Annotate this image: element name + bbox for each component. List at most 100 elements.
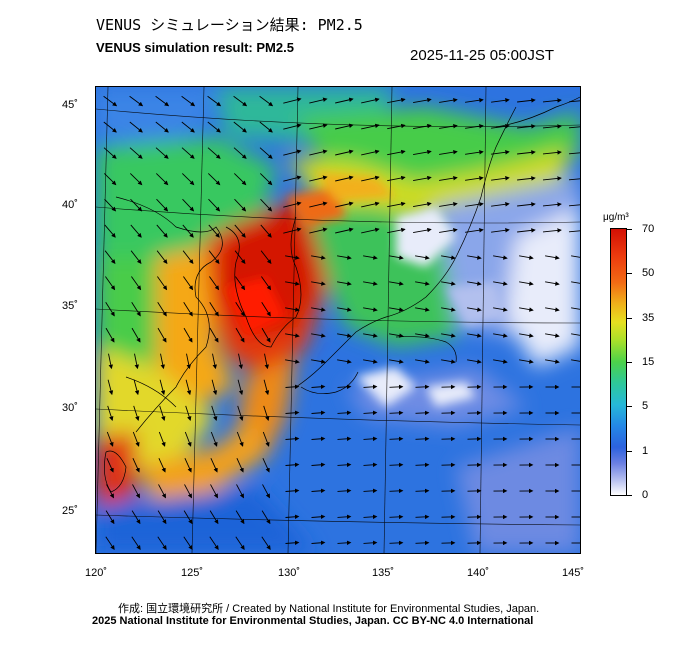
wind-arrow [233, 121, 247, 133]
wind-arrow [283, 175, 302, 182]
wind-arrow [439, 175, 458, 181]
wind-arrow [363, 359, 378, 364]
wind-arrow [491, 228, 510, 233]
wind-arrow [493, 255, 508, 260]
colorbar-label-70: 70 [642, 223, 655, 235]
wind-arrow [387, 175, 406, 182]
wind-arrow [259, 147, 273, 159]
wind-arrow [337, 436, 352, 442]
wind-arrow [571, 281, 580, 284]
wind-arrow [465, 175, 484, 181]
wind-arrow [107, 405, 114, 421]
wind-arrow [185, 379, 192, 396]
wind-arrow [262, 458, 270, 473]
wind-arrow [389, 436, 404, 442]
wind-arrow [439, 201, 458, 207]
wind-arrow [129, 95, 144, 107]
wind-arrow [413, 201, 432, 208]
wind-arrow [183, 276, 194, 291]
wind-arrow [542, 202, 562, 207]
wind-arrow [465, 123, 484, 129]
wind-arrow [235, 276, 246, 291]
wind-arrow [285, 436, 300, 442]
wind-arrow [363, 514, 378, 520]
wind-arrow [337, 333, 352, 338]
wind-arrow [311, 540, 326, 546]
wind-arrow [132, 431, 140, 447]
wind-arrow [207, 147, 221, 159]
wind-arrow [181, 147, 195, 159]
wind-arrow [261, 302, 271, 317]
wind-arrow [311, 307, 326, 312]
wind-arrow [237, 379, 244, 396]
wind-arrow [238, 353, 243, 370]
wind-arrow [571, 255, 580, 258]
wind-arrow [335, 201, 354, 208]
wind-arrow [519, 255, 534, 260]
wind-arrow [467, 307, 482, 312]
wind-arrow [311, 255, 326, 260]
wind-arrow [415, 333, 430, 338]
wind-arrow [491, 124, 510, 129]
wind-arrow [311, 488, 326, 494]
wind-arrow [185, 405, 192, 421]
wind-arrow [283, 123, 302, 130]
wind-arrow [519, 359, 534, 364]
wind-arrow [361, 149, 380, 156]
wind-arrow [311, 514, 326, 520]
wind-arrow [261, 510, 271, 525]
wind-arrow [493, 281, 508, 286]
wind-arrow [363, 410, 378, 416]
wind-arrow [157, 302, 167, 317]
colorbar-tick [627, 273, 632, 274]
wind-arrow [132, 458, 140, 473]
wind-arrow [259, 121, 273, 133]
wind-arrow [130, 224, 142, 238]
wind-arrow [571, 307, 580, 310]
wind-arrow [361, 175, 380, 182]
wind-arrow [235, 536, 245, 550]
wind-arrow [439, 97, 458, 103]
wind-arrow [337, 410, 352, 416]
wind-arrow [413, 227, 432, 234]
wind-arrow [103, 173, 117, 186]
wind-arrow [491, 176, 510, 181]
wind-arrow [209, 536, 219, 550]
wind-arrow [105, 302, 115, 317]
wind-arrow [235, 510, 245, 525]
wind-arrow [413, 97, 432, 104]
wind-arrow [159, 379, 166, 396]
wind-arrow [311, 436, 326, 442]
wind-arrow [157, 536, 167, 550]
wind-arrow [545, 307, 560, 312]
wind-arrow [465, 149, 484, 155]
wind-arrow [236, 431, 244, 447]
wind-arrow [491, 98, 510, 103]
wind-arrow [236, 484, 244, 499]
wind-arrow [157, 276, 168, 291]
wind-arrow [465, 201, 484, 207]
wind-arrow [209, 327, 219, 343]
wind-arrow [234, 198, 247, 212]
wind-arrow [186, 353, 191, 370]
wind-arrow [131, 327, 141, 343]
wind-arrow [415, 436, 430, 442]
wind-arrow [108, 353, 113, 370]
lon-label-120: 120˚ [85, 567, 108, 579]
wind-arrow [234, 250, 246, 265]
forecast-timestamp: 2025-11-25 05:00JST [410, 47, 554, 64]
colorbar-label-35: 35 [642, 312, 655, 324]
wind-arrow [389, 255, 404, 260]
wind-arrow [209, 276, 220, 291]
wind-arrow [389, 514, 404, 520]
wind-arrow [132, 484, 140, 499]
wind-arrow [208, 198, 221, 212]
wind-arrow [285, 281, 300, 286]
wind-arrow [285, 462, 300, 468]
wind-arrow [309, 227, 328, 234]
wind-arrow [261, 536, 271, 550]
wind-arrow [545, 333, 560, 338]
wind-arrow [183, 302, 193, 317]
wind-arrow [309, 149, 328, 156]
title-english: VENUS simulation result: PM2.5 [96, 40, 294, 55]
